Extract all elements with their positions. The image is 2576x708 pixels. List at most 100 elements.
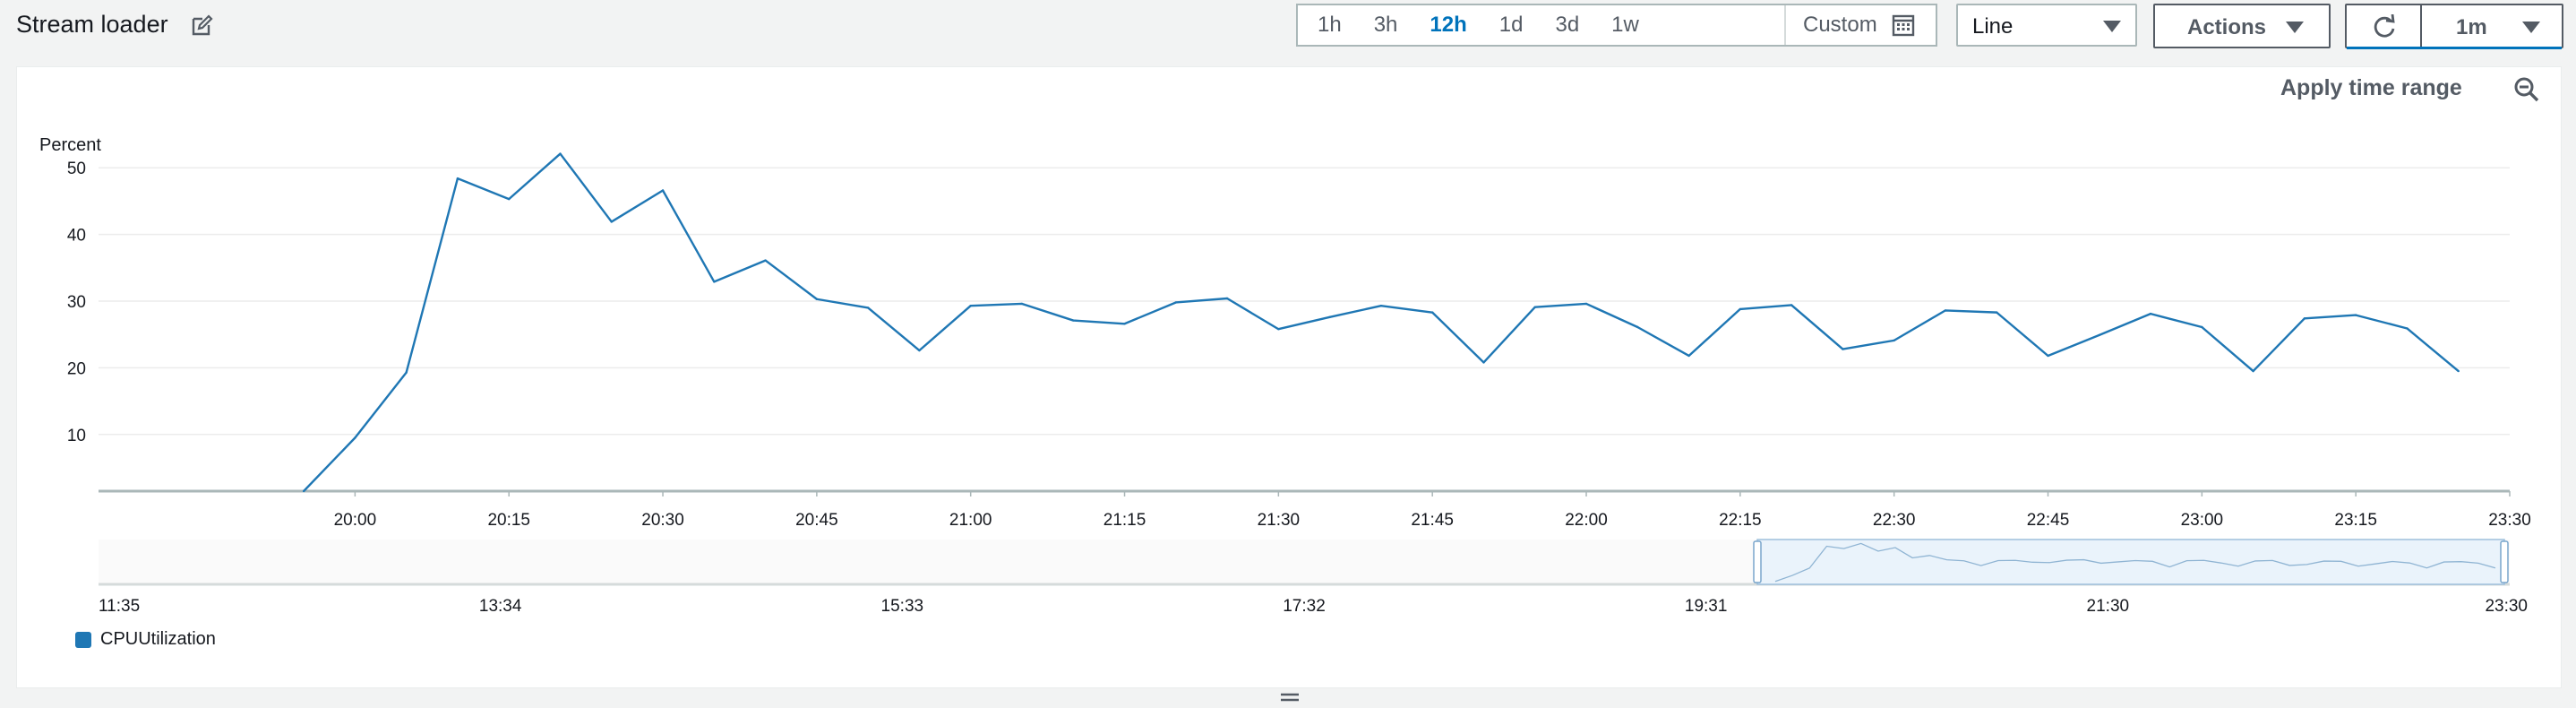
- data-point: [2354, 314, 2357, 316]
- data-point: [559, 152, 562, 155]
- x-tick-label: 21:15: [1103, 511, 1146, 530]
- dashboard-title: Stream loader: [16, 11, 168, 38]
- y-tick-label: 20: [67, 359, 86, 378]
- data-point: [1225, 297, 1229, 300]
- navigator-handle[interactable]: [1753, 540, 1762, 583]
- custom-range-label: Custom: [1803, 13, 1877, 37]
- actions-button[interactable]: Actions: [2153, 4, 2331, 48]
- time-range-1w[interactable]: 1w: [1611, 13, 1639, 37]
- y-tick-label: 50: [67, 160, 86, 178]
- x-tick-label: 22:45: [2027, 511, 2070, 530]
- data-point: [2303, 317, 2306, 320]
- x-tick-label: 23:15: [2334, 511, 2377, 530]
- data-point: [508, 197, 511, 201]
- navigator-tick-label: 23:30: [2485, 597, 2528, 616]
- data-point: [2098, 333, 2100, 337]
- data-point: [918, 349, 921, 352]
- y-axis-label: Percent: [39, 135, 101, 155]
- data-point: [1482, 361, 1485, 364]
- data-point: [1123, 323, 1126, 325]
- x-tick-label: 20:15: [487, 511, 530, 530]
- data-point: [2149, 312, 2152, 315]
- x-tick-label: 23:00: [2181, 511, 2224, 530]
- data-point: [302, 489, 305, 493]
- data-point: [713, 281, 716, 283]
- data-point: [2252, 369, 2254, 373]
- data-point: [1636, 325, 1639, 329]
- data-point: [815, 298, 819, 300]
- custom-range-button[interactable]: Custom: [1803, 5, 1915, 45]
- edit-icon[interactable]: [190, 14, 213, 38]
- cpu-line-chart: Percent 10 20 30 40 50 20:00 20:15 20:30 20:45 21:…: [39, 135, 2531, 616]
- refresh-interval-value: 1m: [2456, 15, 2487, 39]
- data-point: [1739, 307, 1742, 311]
- resize-handle-icon[interactable]: [1279, 690, 1301, 704]
- y-tick-label: 40: [67, 227, 86, 246]
- data-point: [866, 307, 870, 309]
- data-point: [2201, 325, 2203, 329]
- x-tick-label: 22:15: [1719, 511, 1762, 530]
- cpu-utilization-line: [303, 152, 2460, 492]
- refresh-underline: [2347, 47, 2562, 49]
- data-point: [456, 177, 459, 180]
- data-point: [1379, 304, 1383, 307]
- navigator-tick-label: 15:33: [881, 597, 924, 616]
- x-tick-label: 23:30: [2488, 511, 2531, 530]
- x-tick-label: 21:00: [949, 511, 992, 530]
- apply-time-range-link[interactable]: Apply time range: [2280, 75, 2462, 100]
- zoom-out-icon[interactable]: [2513, 76, 2540, 103]
- time-range-1d[interactable]: 1d: [1498, 13, 1524, 37]
- data-point: [1072, 319, 1075, 322]
- x-tick-label: 20:45: [795, 511, 838, 530]
- navigator-tick-label: 17:32: [1283, 597, 1326, 616]
- chart-legend: CPUUtilization: [75, 629, 216, 650]
- chart-type-value: Line: [1972, 14, 2014, 39]
- x-tick-label: 20:00: [334, 511, 377, 530]
- data-point: [1944, 309, 1947, 312]
- x-tick-label: 20:30: [641, 511, 684, 530]
- data-point: [2457, 369, 2460, 373]
- data-point: [1687, 354, 1690, 358]
- caret-down-icon: [2522, 22, 2540, 33]
- toolbar: Stream loader 1h 3h 12h 1d 3d 1w Custom Line …: [0, 0, 2576, 61]
- data-point: [1584, 302, 1588, 306]
- navigator-handle[interactable]: [2500, 540, 2509, 583]
- data-point: [354, 436, 356, 439]
- data-point: [610, 220, 613, 223]
- calendar-icon: [1892, 14, 1914, 37]
- data-point: [405, 371, 408, 374]
- caret-down-icon: [2286, 22, 2304, 33]
- data-point: [1790, 304, 1793, 307]
- refresh-interval-select[interactable]: 1m: [2420, 4, 2563, 48]
- data-point: [1893, 339, 1895, 342]
- chart-type-select[interactable]: Line: [1956, 4, 2137, 47]
- divider: [1784, 5, 1786, 45]
- data-point: [661, 189, 665, 192]
- legend-series-name[interactable]: CPUUtilization: [100, 629, 216, 649]
- refresh-icon: [2374, 14, 2395, 38]
- legend-swatch: [75, 631, 91, 648]
- x-tick-label: 21:30: [1258, 511, 1301, 530]
- data-point: [2406, 327, 2409, 330]
- navigator-series-line: [1774, 542, 2496, 583]
- data-point: [764, 259, 767, 262]
- time-range-3d[interactable]: 3d: [1555, 13, 1580, 37]
- caret-down-icon: [2103, 21, 2121, 32]
- navigator-selection[interactable]: [1756, 539, 2505, 585]
- data-point: [1277, 328, 1280, 331]
- time-range-selector: 1h 3h 12h 1d 3d 1w Custom: [1296, 4, 1937, 47]
- data-point: [1996, 311, 1998, 314]
- time-range-1h[interactable]: 1h: [1318, 13, 1342, 37]
- data-point: [1533, 306, 1536, 308]
- data-point: [1328, 315, 1331, 319]
- actions-label: Actions: [2187, 15, 2267, 39]
- data-point: [1174, 301, 1178, 304]
- x-tick-label: 22:00: [1565, 511, 1608, 530]
- time-range-3h[interactable]: 3h: [1373, 13, 1398, 37]
- navigator-tick-label: 19:31: [1685, 597, 1728, 616]
- time-range-12h[interactable]: 12h: [1430, 13, 1467, 37]
- data-point: [2047, 354, 2049, 358]
- y-tick-label: 10: [67, 427, 86, 445]
- x-tick-label: 22:30: [1873, 511, 1916, 530]
- data-point: [1842, 348, 1844, 350]
